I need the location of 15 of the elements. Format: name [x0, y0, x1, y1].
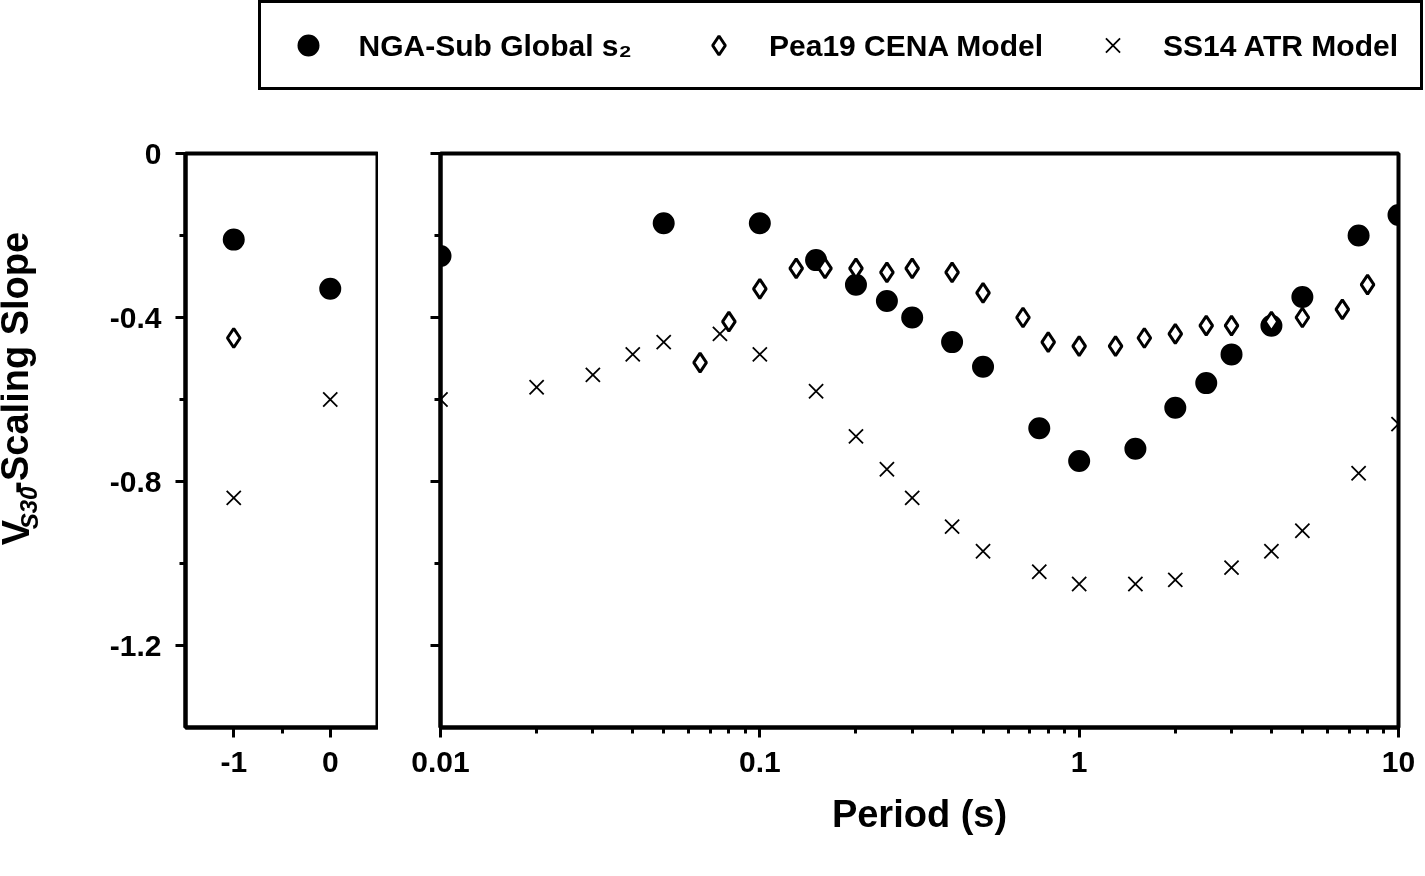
x-tick-label: 0.1 [738, 744, 781, 778]
x-tick-label: 0.01 [411, 744, 470, 778]
legend-label: SS14 ATR Model [1163, 29, 1399, 62]
x-axis-title: Period (s) [831, 792, 1008, 835]
x-tick-label: -1 [220, 744, 248, 778]
y-tick-label: -1.2 [109, 628, 162, 662]
x-tick-label: 0 [321, 744, 339, 778]
y-axis-title: VS30-Scaling Slope [0, 231, 43, 546]
legend-label: Pea19 CENA Model [769, 29, 1043, 62]
legend-label: NGA-Sub Global s₂ [358, 29, 632, 62]
x-tick-label: 10 [1381, 744, 1416, 778]
y-tick-label: -0.4 [109, 300, 162, 334]
x-tick-label: 1 [1070, 744, 1088, 778]
y-tick-label: -0.8 [109, 464, 162, 498]
y-tick-label: 0 [144, 136, 162, 170]
